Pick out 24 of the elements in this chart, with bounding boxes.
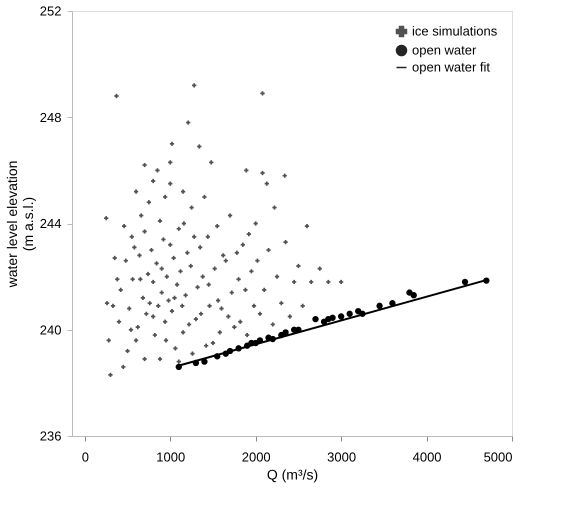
point [312,316,319,322]
point [282,329,289,336]
legend-label: ice simulations [412,24,498,38]
y-tick-label: 240 [40,322,62,338]
x-tick-label: 2000 [242,450,271,464]
x-axis-title: Q (m³/s) [266,466,318,482]
point [338,313,344,320]
point [462,278,468,286]
y-axis-title: water level elevation (m a.s.l.) [4,160,36,288]
x-tick-label: 5000 [484,450,512,464]
y-tick-label: 244 [40,216,62,231]
point [329,314,336,321]
point [410,292,417,298]
y-tick-label: 248 [40,110,62,125]
x-tick-label: 0 [82,450,89,464]
point [376,302,383,309]
legend-label: open water fit [412,60,490,74]
point [346,310,353,317]
x-tick-label: 3000 [327,450,356,464]
x-tick-label: 1000 [156,450,186,464]
legend-label: open water [412,42,477,58]
x-tick-label: 4000 [412,450,442,464]
y-tick-label: 252 [40,4,62,18]
y-tick-label: 236 [40,428,62,444]
